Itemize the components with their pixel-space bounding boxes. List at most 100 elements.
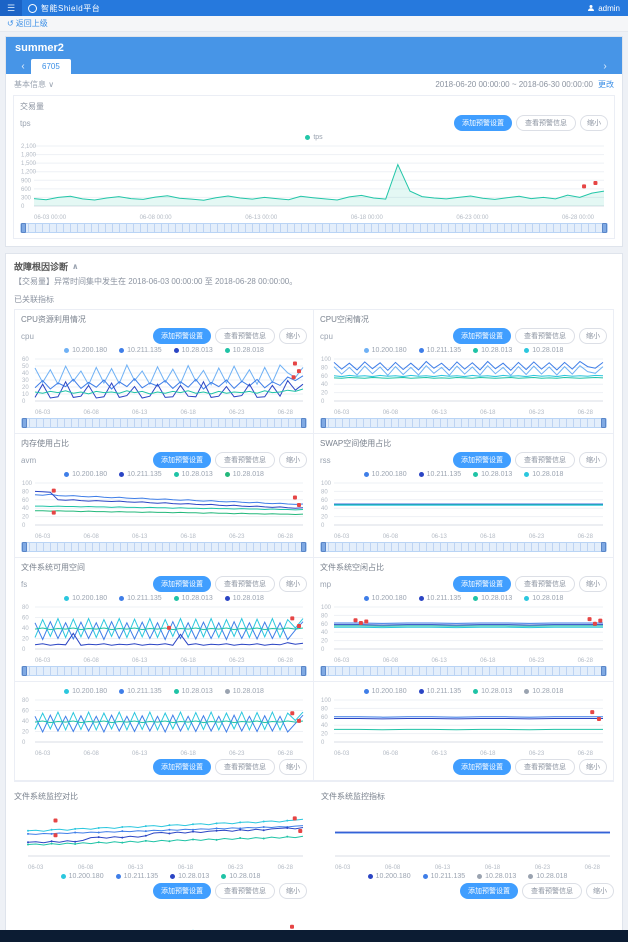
legend-item[interactable]: 10.28.018 bbox=[224, 347, 264, 354]
collapse-button[interactable]: 缩小 bbox=[279, 328, 307, 344]
hamburger-menu-icon[interactable]: ☰ bbox=[0, 0, 22, 16]
slider-handle-right[interactable] bbox=[601, 666, 606, 676]
legend-item[interactable]: 10.211.135 bbox=[418, 595, 461, 602]
slider-handle-right[interactable] bbox=[601, 542, 606, 552]
legend-item[interactable]: 10.28.013 bbox=[473, 347, 512, 354]
slider-handle-left[interactable] bbox=[22, 542, 27, 552]
legend-item[interactable]: 10.200.180 bbox=[363, 471, 407, 478]
legend-item[interactable]: 10.200.180 bbox=[64, 595, 107, 602]
legend-item[interactable]: 10.200.180 bbox=[363, 688, 407, 695]
slider-handle-left[interactable] bbox=[321, 418, 326, 428]
legend-item[interactable]: 10.28.013 bbox=[170, 873, 209, 880]
legend-item[interactable]: 10.211.135 bbox=[119, 595, 162, 602]
slider-handle-left[interactable] bbox=[321, 542, 326, 552]
alarm-info-button[interactable]: 查看预警信息 bbox=[515, 759, 575, 775]
datazoom-slider[interactable] bbox=[320, 418, 607, 428]
legend-item[interactable]: 10.211.135 bbox=[115, 873, 158, 880]
legend-item[interactable]: tps bbox=[305, 134, 323, 141]
user-menu[interactable]: admin bbox=[587, 4, 628, 13]
slider-handle-left[interactable] bbox=[21, 223, 26, 233]
slider-handle-right[interactable] bbox=[301, 418, 306, 428]
change-date-link[interactable]: 更改 bbox=[598, 80, 614, 89]
alarm-info-button[interactable]: 查看预警信息 bbox=[215, 576, 275, 592]
alarm-info-button[interactable]: 查看预警信息 bbox=[515, 452, 575, 468]
back-link[interactable]: ↺ 返回上级 bbox=[7, 19, 48, 28]
legend-item[interactable]: 10.211.135 bbox=[119, 688, 162, 695]
legend-item[interactable]: 10.28.018 bbox=[528, 873, 567, 880]
datazoom-slider[interactable] bbox=[21, 542, 307, 552]
tab-instance[interactable]: 6705 bbox=[31, 59, 71, 74]
legend-item[interactable]: 10.28.018 bbox=[524, 595, 563, 602]
slider-handle-left[interactable] bbox=[22, 666, 27, 676]
datazoom-slider[interactable] bbox=[320, 666, 607, 676]
legend-item[interactable]: 10.200.180 bbox=[60, 873, 104, 880]
legend-item[interactable]: 10.28.013 bbox=[173, 688, 213, 695]
collapse-button[interactable]: 缩小 bbox=[579, 759, 607, 775]
datazoom-slider[interactable] bbox=[21, 418, 307, 428]
legend-item[interactable]: 10.28.018 bbox=[524, 471, 563, 478]
legend-item[interactable]: 10.211.135 bbox=[119, 347, 162, 354]
collapse-button[interactable]: 缩小 bbox=[579, 452, 607, 468]
slider-handle-right[interactable] bbox=[301, 666, 306, 676]
collapse-button[interactable]: 缩小 bbox=[579, 576, 607, 592]
legend-item[interactable]: 10.211.135 bbox=[418, 347, 461, 354]
legend-item[interactable]: 10.28.013 bbox=[473, 595, 512, 602]
legend-item[interactable]: 10.200.180 bbox=[367, 873, 411, 880]
legend-item[interactable]: 10.28.013 bbox=[473, 688, 512, 695]
alarm-setting-button[interactable]: 添加预警设置 bbox=[454, 115, 512, 131]
collapse-button[interactable]: 缩小 bbox=[279, 452, 307, 468]
alarm-setting-button[interactable]: 添加预警设置 bbox=[153, 576, 211, 592]
legend-item[interactable]: 10.211.135 bbox=[418, 688, 461, 695]
legend-item[interactable]: 10.28.013 bbox=[173, 595, 213, 602]
datazoom-slider[interactable] bbox=[21, 666, 307, 676]
alarm-info-button[interactable]: 查看预警信息 bbox=[215, 883, 275, 899]
alarm-info-button[interactable]: 查看预警信息 bbox=[522, 883, 582, 899]
slider-handle-left[interactable] bbox=[22, 418, 27, 428]
legend-item[interactable]: 10.200.180 bbox=[363, 347, 407, 354]
alarm-info-button[interactable]: 查看预警信息 bbox=[215, 452, 275, 468]
legend-item[interactable]: 10.200.180 bbox=[64, 347, 107, 354]
legend-item[interactable]: 10.211.135 bbox=[119, 471, 162, 478]
alarm-setting-button[interactable]: 添加预警设置 bbox=[453, 576, 511, 592]
legend-item[interactable]: 10.28.018 bbox=[224, 595, 264, 602]
collapse-button[interactable]: 缩小 bbox=[279, 576, 307, 592]
alarm-info-button[interactable]: 查看预警信息 bbox=[515, 328, 575, 344]
alarm-setting-button[interactable]: 添加预警设置 bbox=[453, 759, 511, 775]
alarm-setting-button[interactable]: 添加预警设置 bbox=[153, 883, 211, 899]
alarm-setting-button[interactable]: 添加预警设置 bbox=[153, 452, 211, 468]
legend-item[interactable]: 10.28.018 bbox=[221, 873, 260, 880]
alarm-setting-button[interactable]: 添加预警设置 bbox=[453, 452, 511, 468]
legend-item[interactable]: 10.28.018 bbox=[224, 688, 264, 695]
alarm-info-button[interactable]: 查看预警信息 bbox=[215, 328, 275, 344]
legend-item[interactable]: 10.28.018 bbox=[524, 688, 563, 695]
chevron-up-icon[interactable]: ∧ bbox=[72, 262, 79, 271]
legend-item[interactable]: 10.28.018 bbox=[524, 347, 563, 354]
legend-item[interactable]: 10.200.180 bbox=[64, 471, 107, 478]
collapse-button[interactable]: 缩小 bbox=[586, 883, 614, 899]
legend-item[interactable]: 10.28.013 bbox=[173, 347, 213, 354]
legend-item[interactable]: 10.211.135 bbox=[418, 471, 461, 478]
alarm-info-button[interactable]: 查看预警信息 bbox=[516, 115, 576, 131]
basic-info-toggle[interactable]: 基本信息 ∨ bbox=[14, 80, 55, 89]
legend-item[interactable]: 10.200.180 bbox=[64, 688, 107, 695]
datazoom-slider[interactable] bbox=[20, 223, 608, 233]
legend-item[interactable]: 10.28.013 bbox=[477, 873, 516, 880]
datazoom-slider[interactable] bbox=[320, 542, 607, 552]
alarm-setting-button[interactable]: 添加预警设置 bbox=[453, 328, 511, 344]
slider-handle-left[interactable] bbox=[321, 666, 326, 676]
slider-handle-right[interactable] bbox=[301, 542, 306, 552]
slider-handle-right[interactable] bbox=[601, 418, 606, 428]
slider-handle-right[interactable] bbox=[602, 223, 607, 233]
tab-scroll-left-icon[interactable]: ‹ bbox=[21, 61, 25, 72]
alarm-info-button[interactable]: 查看预警信息 bbox=[515, 576, 575, 592]
legend-item[interactable]: 10.200.180 bbox=[363, 595, 407, 602]
collapse-button[interactable]: 缩小 bbox=[279, 759, 307, 775]
alarm-setting-button[interactable]: 添加预警设置 bbox=[153, 759, 211, 775]
collapse-button[interactable]: 缩小 bbox=[580, 115, 608, 131]
legend-item[interactable]: 10.211.135 bbox=[422, 873, 465, 880]
legend-item[interactable]: 10.28.013 bbox=[173, 471, 213, 478]
legend-item[interactable]: 10.28.013 bbox=[473, 471, 512, 478]
alarm-setting-button[interactable]: 添加预警设置 bbox=[153, 328, 211, 344]
alarm-setting-button[interactable]: 添加预警设置 bbox=[460, 883, 518, 899]
alarm-info-button[interactable]: 查看预警信息 bbox=[215, 759, 275, 775]
